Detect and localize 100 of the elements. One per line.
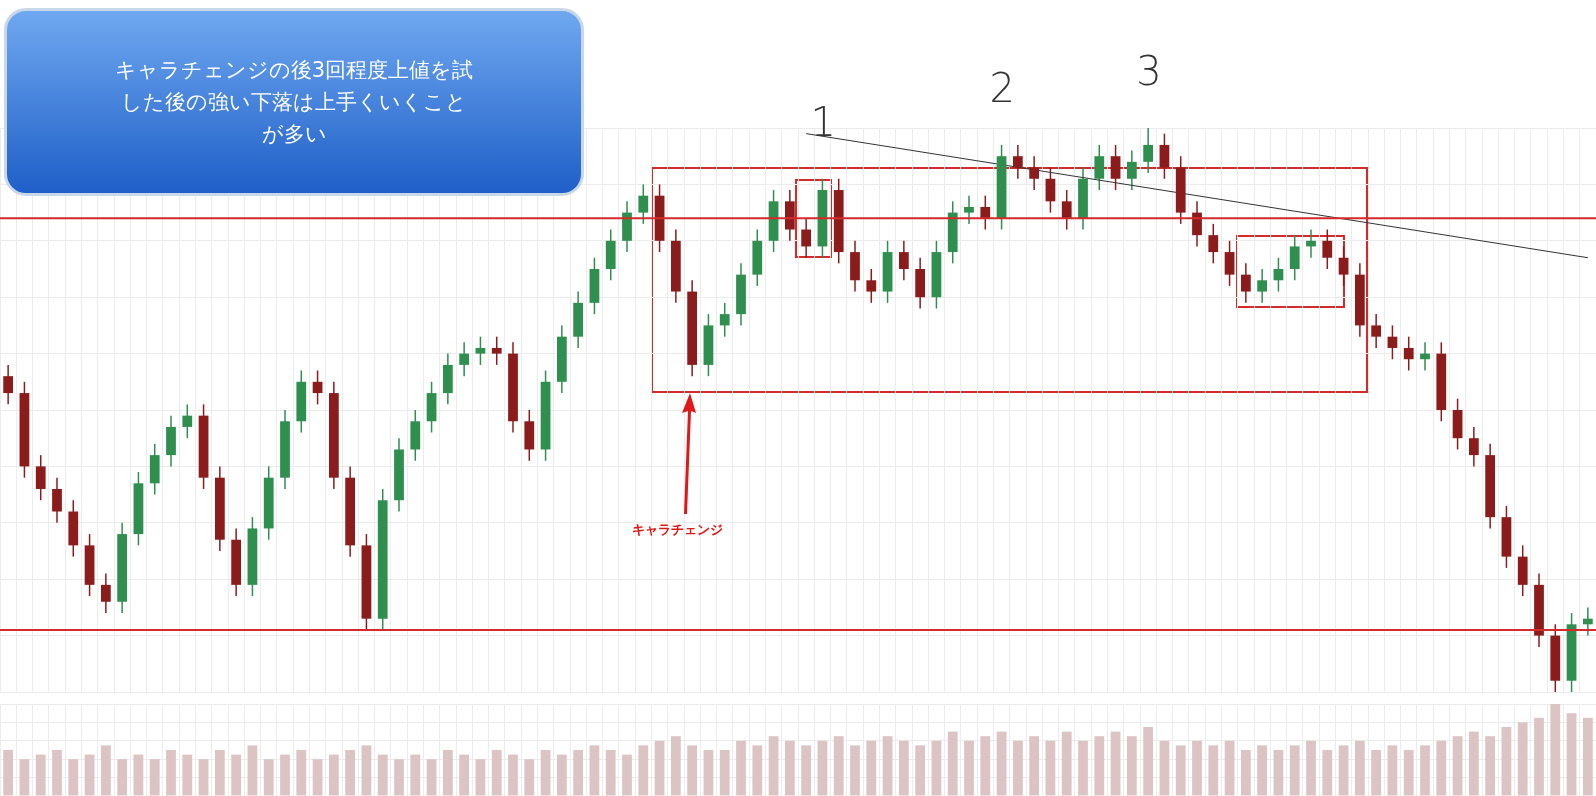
candlestick — [1224, 240, 1235, 287]
bar — [1501, 727, 1512, 796]
candlestick — [1257, 268, 1268, 304]
candlestick — [1192, 200, 1202, 248]
candlestick — [980, 194, 991, 231]
bar — [361, 745, 372, 796]
bar — [1468, 731, 1479, 796]
bar — [1582, 717, 1593, 796]
candlestick — [35, 454, 46, 501]
bar — [931, 740, 942, 796]
bar — [19, 759, 30, 796]
bar — [1273, 750, 1284, 796]
bar — [296, 750, 307, 796]
bar — [1517, 722, 1528, 796]
annotation: キャラチェンジの後3回程度上値を試した後の強い下落は上手くいくことが多い — [114, 57, 474, 148]
bar — [377, 754, 388, 796]
bar — [133, 754, 144, 796]
candlestick — [1110, 144, 1121, 191]
candlestick — [1208, 223, 1219, 265]
bar — [817, 740, 828, 796]
bar — [947, 731, 958, 796]
candlestick — [719, 302, 730, 338]
bar — [1192, 740, 1202, 796]
bar — [1403, 750, 1414, 796]
bar — [589, 745, 600, 796]
bar — [100, 745, 111, 796]
candlestick — [1582, 606, 1593, 637]
callout-box: キャラチェンジの後3回程度上値を試した後の強い下落は上手くいくことが多い — [4, 8, 584, 196]
bar — [980, 736, 991, 796]
bar — [68, 759, 79, 796]
bar — [1224, 740, 1235, 796]
candlestick — [1338, 245, 1349, 287]
bar — [882, 736, 893, 796]
bar — [1534, 717, 1544, 796]
candlestick — [1403, 335, 1414, 372]
bar — [149, 759, 160, 796]
text: 2 — [989, 64, 1016, 111]
bar — [426, 759, 437, 796]
bar — [459, 754, 470, 796]
candlestick — [898, 240, 909, 282]
annotation: キャラチェンジ — [632, 521, 724, 540]
bar — [1322, 750, 1333, 796]
bar — [1045, 740, 1056, 796]
candlestick — [1094, 144, 1105, 191]
candlestick — [1322, 228, 1333, 270]
bar — [166, 750, 176, 796]
bar — [638, 745, 649, 796]
bar — [1208, 745, 1219, 796]
bar — [1061, 731, 1072, 796]
bar — [1110, 731, 1121, 796]
bar — [670, 736, 681, 796]
candlestick — [1061, 189, 1072, 231]
bar — [801, 745, 812, 796]
bar — [475, 759, 486, 796]
bar — [1240, 750, 1251, 796]
candlestick — [1029, 155, 1040, 191]
bar — [280, 754, 290, 796]
bar — [784, 740, 795, 796]
bar — [687, 745, 698, 796]
bar — [1012, 740, 1023, 796]
bar — [1289, 745, 1300, 796]
bar — [1452, 736, 1463, 796]
bar — [1387, 745, 1398, 796]
bar — [247, 745, 258, 796]
bar — [752, 745, 763, 796]
bar — [622, 754, 632, 796]
bar — [866, 740, 877, 796]
bar — [915, 745, 926, 796]
bar — [182, 754, 193, 796]
bar — [1159, 740, 1170, 796]
candlestick — [1387, 324, 1398, 360]
candlestick — [1045, 166, 1056, 214]
bar — [328, 754, 339, 796]
bar — [442, 750, 453, 796]
bar — [1354, 740, 1365, 796]
bar — [214, 750, 225, 796]
candlestick — [1468, 426, 1479, 468]
bar — [410, 754, 421, 796]
bar — [850, 745, 860, 796]
candlestick — [312, 369, 323, 406]
bar — [263, 759, 274, 796]
bar — [573, 750, 584, 796]
candlestick — [1371, 313, 1382, 349]
bar — [1126, 736, 1137, 796]
bar — [1078, 740, 1088, 796]
candlestick — [52, 476, 62, 524]
candlestick — [1159, 132, 1170, 180]
candlestick — [1012, 144, 1023, 180]
bar — [1420, 745, 1430, 796]
bar — [35, 754, 46, 796]
text: 3 — [1136, 48, 1162, 94]
candlestick — [1143, 127, 1154, 174]
candlestick — [964, 194, 974, 225]
bar — [996, 731, 1007, 796]
annotation: 1 — [810, 98, 836, 145]
bar — [1371, 750, 1382, 796]
candlestick — [100, 572, 111, 614]
bar — [556, 754, 567, 796]
bar — [52, 750, 62, 796]
candlestick — [1273, 256, 1284, 293]
